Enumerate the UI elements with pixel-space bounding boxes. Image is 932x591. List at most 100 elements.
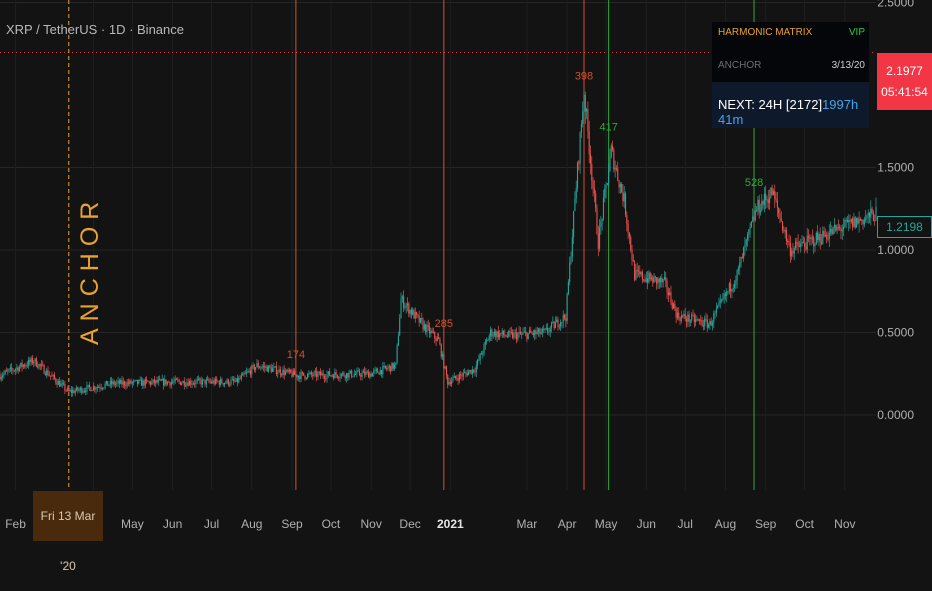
candle-body	[771, 187, 773, 196]
candle-body	[683, 313, 685, 317]
candle-body	[368, 371, 370, 378]
candle-body	[234, 381, 236, 383]
candle-body	[85, 390, 87, 392]
candle-body	[129, 380, 131, 384]
candle-body	[395, 362, 397, 365]
candle-body	[538, 328, 540, 332]
candle-body	[233, 379, 235, 382]
candle-body	[854, 217, 856, 228]
candle-body	[63, 383, 65, 385]
candle-body	[796, 242, 798, 244]
candle-body	[362, 371, 364, 373]
candle-body	[21, 362, 23, 367]
candle-body	[689, 320, 691, 322]
time-tick-label: Sep	[281, 517, 303, 531]
candle-body	[301, 372, 303, 374]
candle-body	[404, 306, 406, 308]
candle-body	[482, 353, 484, 355]
chart-grid	[0, 0, 876, 490]
candle-body	[238, 378, 240, 383]
candle-body	[348, 372, 350, 378]
candle-body	[138, 379, 140, 384]
candle-body	[567, 282, 569, 294]
candle-body	[340, 373, 342, 377]
candle-body	[321, 373, 323, 376]
candle-body	[423, 324, 425, 330]
candle-body	[540, 332, 542, 335]
candle-body	[449, 382, 451, 385]
candle-body	[214, 378, 216, 384]
candle-body	[688, 314, 690, 322]
candle-body	[788, 241, 790, 243]
candle-body	[697, 319, 699, 321]
candle-body	[828, 232, 830, 239]
candle-body	[274, 366, 276, 368]
candle-body	[334, 372, 336, 379]
candle-body	[657, 278, 659, 284]
candle-body	[447, 375, 449, 385]
candle-body	[839, 227, 841, 229]
candle-body	[413, 309, 415, 319]
candle-body	[65, 390, 67, 392]
candle-body	[25, 365, 27, 367]
candle-body	[700, 319, 702, 321]
candle-body	[393, 364, 396, 369]
candle-body	[492, 335, 494, 337]
candle-body	[704, 318, 706, 327]
candle-body	[143, 380, 145, 386]
candle-body	[443, 354, 445, 369]
candle-body	[26, 365, 28, 367]
candle-body	[596, 208, 598, 234]
candle-body	[832, 227, 834, 235]
candle-body	[833, 224, 836, 228]
candle-body	[122, 381, 124, 385]
candle-body	[366, 371, 368, 373]
candle-body	[30, 357, 32, 363]
candle-body	[748, 229, 750, 235]
candle-body	[754, 210, 756, 221]
candle-body	[639, 271, 641, 275]
candle-body	[818, 234, 820, 241]
candle-body	[570, 256, 572, 263]
candle-body	[665, 277, 667, 281]
candle-body	[357, 370, 359, 372]
candle-body	[432, 331, 435, 333]
candle-body	[146, 379, 148, 381]
candle-body	[693, 315, 695, 323]
candle-body	[680, 315, 682, 322]
candle-body	[609, 156, 611, 172]
candle-body	[789, 242, 791, 257]
candle-body	[243, 373, 245, 375]
candle-body	[76, 387, 78, 391]
candle-body	[125, 385, 127, 387]
candle-body	[338, 377, 340, 379]
candle-body	[477, 359, 479, 366]
candle-body	[48, 375, 50, 377]
time-tick-label: Oct	[322, 517, 341, 531]
candle-body	[203, 379, 205, 381]
symbol-title[interactable]: XRP / TetherUS · 1D · Binance	[6, 22, 184, 37]
candle-body	[205, 379, 207, 385]
price-chart[interactable]: 174 285 398 417 528 2.5000 1.5000 1.0000 0.5000…	[0, 0, 932, 550]
candle-body	[112, 381, 114, 385]
candle-body	[458, 374, 460, 381]
candle-body	[92, 386, 94, 391]
candle-body	[169, 382, 171, 386]
candle-body	[605, 184, 607, 189]
candle-body	[627, 223, 629, 233]
candle-body	[436, 337, 438, 341]
candle-body	[465, 372, 467, 374]
candle-body	[800, 243, 802, 248]
candle-body	[506, 336, 508, 338]
candle-body	[91, 390, 93, 392]
candle-body	[249, 370, 252, 375]
candle-body	[460, 374, 462, 376]
cycle-label: 174	[287, 349, 305, 361]
cycle-label: 417	[599, 122, 617, 134]
candle-body	[831, 228, 833, 235]
candle-body	[820, 242, 823, 244]
candle-body	[784, 229, 786, 232]
candle-body	[16, 367, 18, 370]
candle-body	[135, 379, 137, 381]
candle-body	[252, 365, 254, 367]
